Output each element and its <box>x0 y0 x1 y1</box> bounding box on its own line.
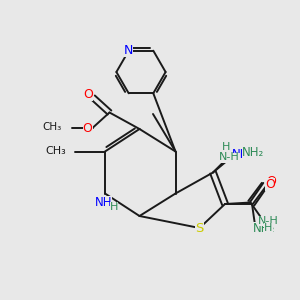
Text: N-H: N-H <box>258 215 279 226</box>
Text: NH₂: NH₂ <box>232 148 254 161</box>
Text: O: O <box>266 175 276 188</box>
Text: O: O <box>265 178 275 191</box>
Text: H: H <box>110 202 118 212</box>
Text: CH₃: CH₃ <box>42 122 62 133</box>
Text: N: N <box>124 44 134 57</box>
Text: H: H <box>264 223 273 233</box>
Text: H: H <box>222 142 231 152</box>
Text: NH: NH <box>95 196 112 209</box>
Text: CH₃: CH₃ <box>45 146 66 157</box>
Text: NH₂: NH₂ <box>242 146 264 160</box>
Text: S: S <box>195 221 204 235</box>
Text: O: O <box>84 88 93 101</box>
Text: N-H: N-H <box>219 152 240 163</box>
Text: O: O <box>83 122 92 136</box>
Text: NH₂: NH₂ <box>253 221 275 235</box>
